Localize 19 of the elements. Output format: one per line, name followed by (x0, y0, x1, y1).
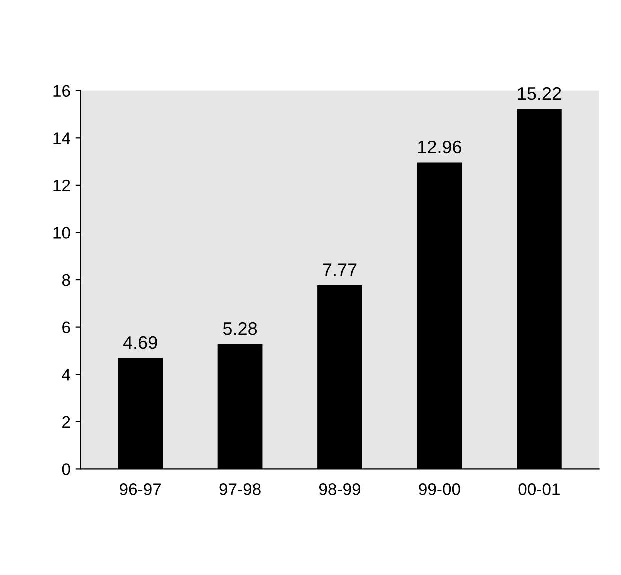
y-tick-label: 16 (54, 85, 70, 98)
x-tick-label: 00-01 (518, 484, 560, 496)
y-tick-label: 12 (54, 180, 70, 192)
y-tick-label: 6 (62, 322, 70, 334)
x-tick-label: 97-98 (220, 484, 261, 496)
data-label: 15.22 (518, 87, 562, 100)
y-tick-label: 4 (62, 369, 71, 381)
data-label: 7.77 (323, 264, 357, 276)
data-label: 12.96 (418, 140, 462, 154)
y-tick-label: 0 (62, 464, 70, 476)
x-tick-label: 98-99 (319, 484, 361, 496)
y-tick-label: 14 (54, 132, 71, 144)
x-tick-label: 99-00 (419, 484, 460, 496)
x-tick-label: 96-97 (120, 484, 162, 496)
data-label: 5.28 (223, 322, 258, 336)
y-tick-label: 10 (54, 227, 70, 239)
y-tick-label: 2 (62, 416, 70, 428)
y-tick-label: 8 (62, 274, 70, 286)
data-label: 4.69 (123, 336, 158, 350)
